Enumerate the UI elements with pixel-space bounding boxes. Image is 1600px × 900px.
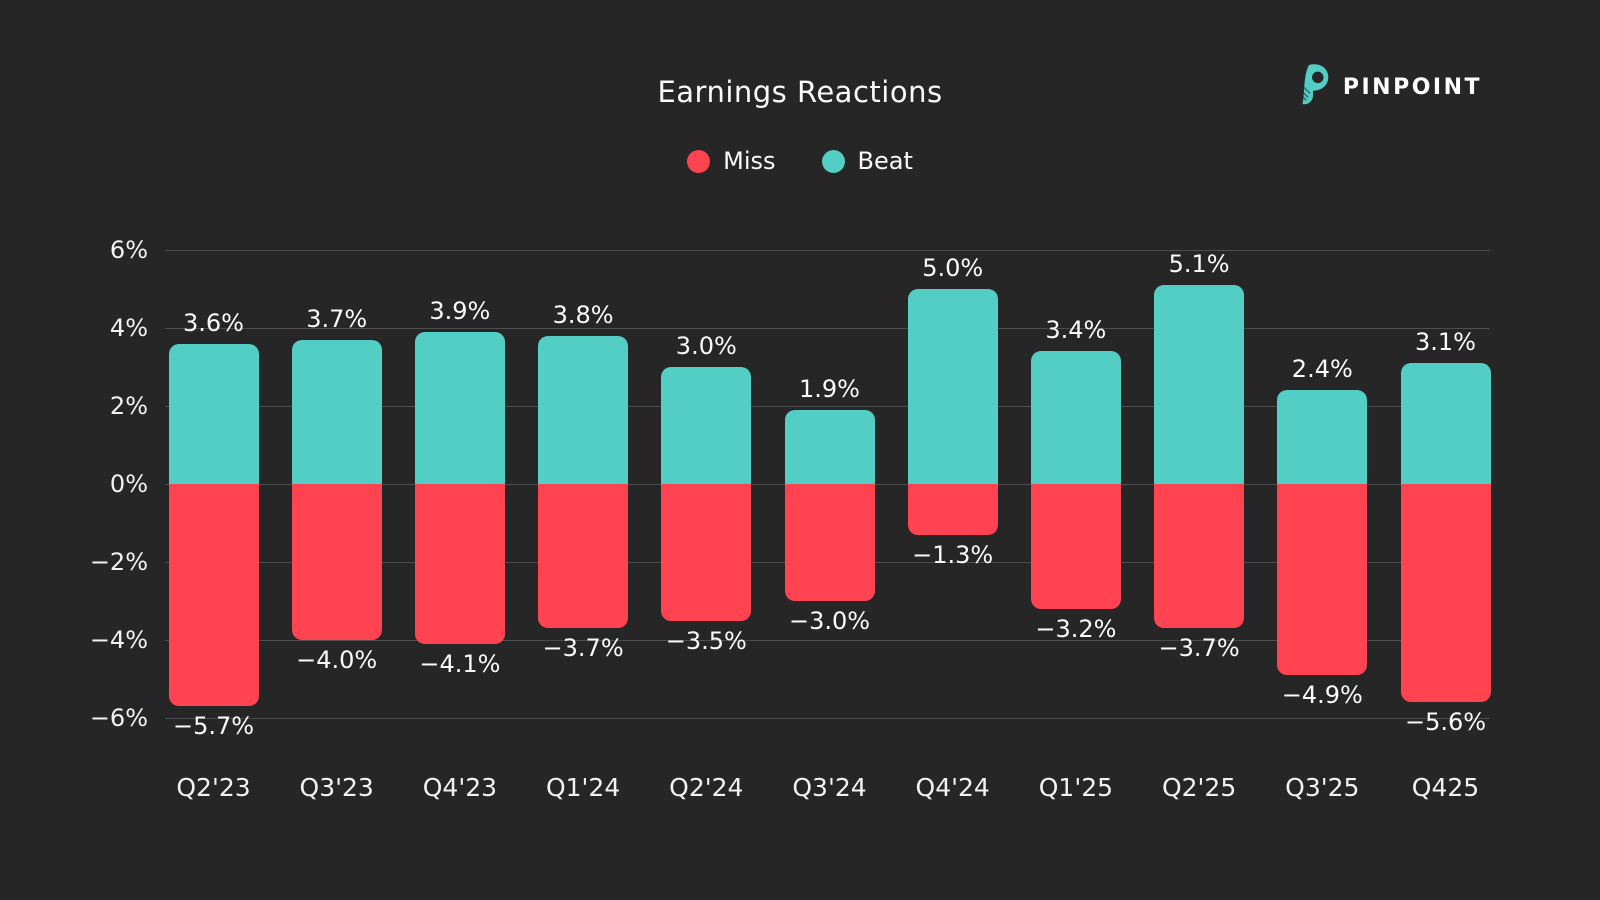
beat-value-label: 5.0% (922, 254, 984, 282)
pinpoint-logo-icon (1292, 62, 1334, 112)
x-axis-label: Q1'25 (1038, 773, 1114, 802)
y-tick-label: 0% (109, 470, 148, 498)
beat-value-label: 3.7% (306, 304, 368, 333)
y-tick-label: 6% (109, 236, 148, 264)
pinpoint-logo: PINPOINT (1292, 62, 1482, 112)
miss-value-label: −3.7% (1158, 634, 1240, 663)
pinpoint-logo-text: PINPOINT (1342, 74, 1482, 100)
beat-value-label: 3.4% (1045, 316, 1107, 345)
gridline-−6% (165, 718, 1490, 719)
beat-bar (1277, 390, 1368, 484)
miss-value-label: −3.7% (542, 634, 624, 663)
beat-bar (414, 331, 505, 484)
miss-bar (414, 484, 505, 644)
beat-value-label: 3.1% (1415, 328, 1476, 357)
miss-value-label: −4.1% (419, 649, 501, 678)
legend-item-beat[interactable]: Beat (821, 147, 913, 175)
miss-bar (1400, 484, 1491, 703)
miss-value-label: −3.2% (1035, 614, 1117, 643)
legend-item-miss[interactable]: Miss (687, 147, 776, 175)
beat-bar (291, 339, 382, 484)
miss-bar (784, 484, 875, 601)
beat-bar (1030, 351, 1121, 484)
chart-title: Earnings Reactions (657, 75, 943, 109)
legend-item-beat-label: Beat (857, 147, 913, 175)
x-axis-label: Q4'24 (915, 773, 990, 802)
beat-value-label: 3.6% (183, 308, 244, 337)
beat-value-label: 3.8% (552, 300, 614, 329)
y-tick-label: −2% (89, 548, 148, 576)
beat-value-label: 3.0% (675, 332, 737, 360)
miss-value-label: −4.0% (296, 646, 378, 674)
miss-bar (1154, 484, 1245, 629)
beat-value-label: 3.9% (429, 296, 491, 325)
miss-value-label: −1.3% (912, 540, 994, 569)
beat-value-label: 2.4% (1291, 355, 1353, 384)
x-axis-label: Q1'24 (545, 773, 621, 802)
miss-bar (538, 484, 629, 629)
gridline-2% (165, 406, 1490, 407)
miss-bar (168, 484, 259, 707)
miss-bar (907, 484, 998, 535)
miss-bar (1030, 484, 1121, 609)
gridline-4% (165, 328, 1490, 329)
beat-bar (1154, 285, 1245, 484)
y-tick-label: 4% (109, 314, 148, 342)
x-axis-label: Q3'24 (792, 773, 867, 802)
miss-bar (291, 484, 382, 640)
miss-value-label: −4.9% (1281, 681, 1363, 710)
x-axis-label: Q2'24 (669, 773, 744, 802)
x-axis-label: Q3'23 (299, 773, 374, 802)
x-axis-label: Q2'25 (1161, 773, 1237, 802)
gridline-6% (165, 250, 1490, 251)
miss-value-label: −3.0% (788, 607, 871, 635)
miss-legend-dot-icon (687, 149, 711, 173)
miss-value-label: −5.6% (1404, 708, 1487, 737)
beat-legend-dot-icon (821, 149, 845, 173)
chart-legend: Miss Beat (0, 147, 1600, 175)
x-axis-label: Q3'25 (1285, 773, 1360, 802)
beat-bar (1400, 363, 1491, 484)
beat-value-label: 5.1% (1168, 250, 1230, 279)
miss-value-label: −3.5% (665, 626, 747, 655)
miss-value-label: −5.7% (172, 712, 255, 741)
miss-bar (1277, 484, 1368, 676)
y-tick-label: −6% (89, 704, 148, 732)
beat-bar (168, 343, 259, 484)
beat-value-label: 1.9% (799, 374, 860, 403)
y-tick-label: −4% (89, 626, 148, 654)
gridline-−4% (165, 640, 1490, 641)
miss-bar (661, 484, 752, 621)
beat-bar (661, 367, 752, 484)
x-axis-label: Q2'23 (176, 773, 251, 802)
x-axis-label: Q425 (1411, 773, 1480, 802)
x-axis-label: Q4'23 (422, 773, 498, 802)
beat-bar (784, 409, 875, 484)
beat-bar (538, 335, 629, 484)
legend-item-miss-label: Miss (723, 147, 776, 175)
beat-bar (907, 289, 998, 484)
y-tick-label: 2% (109, 392, 148, 420)
